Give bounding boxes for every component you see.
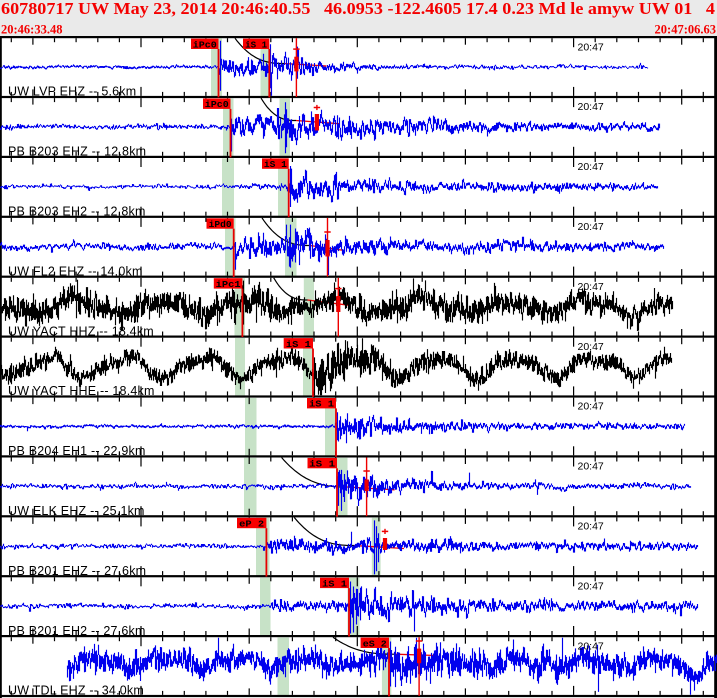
svg-text:iS 1: iS 1 [245, 39, 267, 50]
svg-text:iPd0: iPd0 [209, 219, 232, 230]
svg-text:20:47:06.63: 20:47:06.63 [655, 22, 716, 36]
svg-text:20:47: 20:47 [578, 341, 604, 353]
svg-text:UW YACT HHZ -- 18.4km: UW YACT HHZ -- 18.4km [8, 324, 154, 338]
svg-text:60780717 UW May 23, 2014 20:46: 60780717 UW May 23, 2014 20:46:40.55 46.… [1, 0, 716, 18]
svg-text:UW LVP EHZ -- 5.6km: UW LVP EHZ -- 5.6km [8, 85, 136, 99]
svg-text:PB B203 EHZ -- 12.8km: PB B203 EHZ -- 12.8km [8, 145, 146, 159]
svg-text:20:47: 20:47 [578, 580, 604, 592]
svg-text:iS 1: iS 1 [309, 399, 334, 410]
svg-text:eS 2: eS 2 [363, 638, 387, 649]
svg-text:UW YACT HHE -- 18.4km: UW YACT HHE -- 18.4km [8, 384, 155, 398]
svg-text:20:46:33.48: 20:46:33.48 [1, 22, 62, 36]
svg-text:iS 1: iS 1 [322, 578, 347, 589]
svg-text:20:47: 20:47 [578, 101, 604, 113]
svg-text:iS 1: iS 1 [309, 459, 335, 470]
svg-text:20:47: 20:47 [578, 161, 604, 173]
svg-text:UW FL2 EHZ -- 14.0km: UW FL2 EHZ -- 14.0km [8, 264, 143, 278]
svg-text:20:47: 20:47 [578, 640, 604, 652]
svg-text:20:47: 20:47 [578, 401, 604, 413]
svg-text:20:47: 20:47 [578, 221, 604, 233]
svg-text:PB B201 EHZ -- 27.6km: PB B201 EHZ -- 27.6km [8, 564, 146, 578]
svg-text:iS 1: iS 1 [264, 159, 287, 170]
svg-text:PB B203 EH2 -- 12.8km: PB B203 EH2 -- 12.8km [8, 205, 146, 219]
svg-text:PB B204 EH1 -- 22.9km: PB B204 EH1 -- 22.9km [8, 444, 146, 458]
svg-text:iPc0: iPc0 [205, 99, 229, 110]
svg-text:PB B201 EH2 -- 27.6km: PB B201 EH2 -- 27.6km [8, 624, 146, 638]
svg-text:iPc0: iPc0 [193, 39, 217, 50]
svg-text:iS 1: iS 1 [286, 339, 311, 350]
svg-text:20:47: 20:47 [578, 521, 604, 533]
svg-text:UW TDL EHZ -- 34.0km: UW TDL EHZ -- 34.0km [8, 684, 144, 698]
svg-text:20:47: 20:47 [578, 41, 604, 53]
svg-text:UW ELK EHZ -- 25.1km: UW ELK EHZ -- 25.1km [8, 504, 145, 518]
svg-text:20:47: 20:47 [578, 461, 604, 473]
svg-text:iPc1: iPc1 [216, 279, 241, 290]
svg-text:eP 2: eP 2 [239, 519, 264, 530]
svg-text:20:47: 20:47 [578, 281, 604, 293]
